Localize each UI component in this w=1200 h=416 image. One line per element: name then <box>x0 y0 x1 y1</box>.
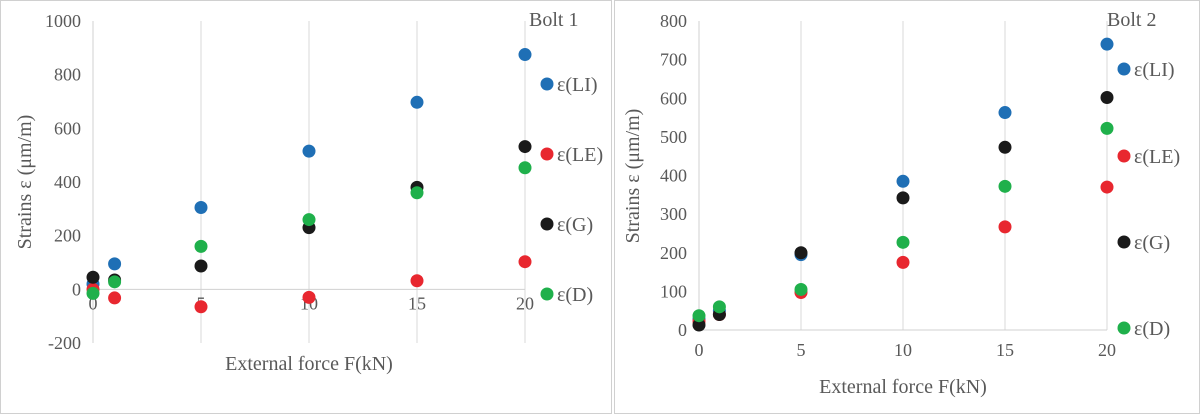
legend-marker <box>1117 62 1131 76</box>
y-tick-label: 400 <box>660 166 687 186</box>
data-point-bolt-2-series-4 <box>1100 121 1114 135</box>
data-point-bolt-2-series-2 <box>896 255 910 269</box>
data-point-bolt-2-series-4 <box>692 309 706 323</box>
data-point-bolt-1-series-1 <box>410 95 424 109</box>
data-point-bolt-2-series-4 <box>998 179 1012 193</box>
y-tick-label: 700 <box>660 50 687 70</box>
chart-bolt-2: 0 100 200 300 400 500 600 700 800 0 5 10 15 20 Bolt 2 S… <box>622 9 1180 398</box>
y-axis-title: Strains ε (μm/m) <box>14 115 36 250</box>
y-tick-label: 1000 <box>45 11 81 31</box>
y-tick-label: 800 <box>54 65 81 85</box>
chart-bolt-1: -2000200400600800100005101520Bolt 1Strai… <box>14 9 603 375</box>
x-tick-label: 20 <box>516 293 534 313</box>
x-tick-label: 0 <box>695 340 704 360</box>
data-point-bolt-2-series-1 <box>1100 37 1114 51</box>
data-point-bolt-1-series-4 <box>86 286 100 300</box>
data-point-bolt-2-series-3 <box>1100 90 1114 104</box>
legend-label: ε(D) <box>1134 318 1170 340</box>
data-point-bolt-1-series-1 <box>518 48 532 62</box>
x-tick-label: 15 <box>996 340 1014 360</box>
data-point-bolt-2-series-4 <box>712 300 726 314</box>
data-point-bolt-1-series-4 <box>410 186 424 200</box>
data-point-bolt-1-series-1 <box>302 144 316 158</box>
data-point-bolt-1-series-4 <box>302 213 316 227</box>
data-point-bolt-1-series-3 <box>86 270 100 284</box>
legend-marker <box>1117 235 1131 249</box>
data-point-bolt-1-series-3 <box>194 259 208 273</box>
y-axis-title: Strains ε (μm/m) <box>622 109 644 244</box>
data-point-bolt-1-series-3 <box>518 140 532 154</box>
data-point-bolt-2-series-2 <box>1100 180 1114 194</box>
y-tick-label: 500 <box>660 127 687 147</box>
data-point-bolt-1-series-4 <box>108 275 122 289</box>
legend-label: ε(LI) <box>557 74 598 96</box>
data-point-bolt-2-series-4 <box>896 235 910 249</box>
data-point-bolt-1-series-4 <box>518 161 532 175</box>
x-axis-title: External force F(kN) <box>225 353 393 375</box>
x-tick-label: 0 <box>89 293 98 313</box>
y-tick-label: 0 <box>72 279 81 299</box>
legend-label: ε(G) <box>1134 232 1170 254</box>
data-point-bolt-1-series-2 <box>194 300 208 314</box>
legend-marker <box>540 217 554 231</box>
legend-marker <box>1117 149 1131 163</box>
y-tick-label: 400 <box>54 172 81 192</box>
legend-marker <box>1117 321 1131 335</box>
legend-label: ε(LE) <box>1134 146 1180 168</box>
data-point-bolt-2-series-3 <box>896 191 910 205</box>
legend-label: ε(D) <box>557 284 593 306</box>
data-point-bolt-2-series-3 <box>794 246 808 260</box>
data-point-bolt-1-series-1 <box>194 200 208 214</box>
data-point-bolt-1-series-2 <box>302 290 316 304</box>
chart-panel-bolt-1: -2000200400600800100005101520Bolt 1Strai… <box>0 0 612 414</box>
data-point-bolt-2-series-2 <box>998 220 1012 234</box>
y-tick-label: 600 <box>660 88 687 108</box>
y-tick-label: 200 <box>54 226 81 246</box>
data-point-bolt-2-series-1 <box>998 106 1012 120</box>
legend-marker <box>540 77 554 91</box>
x-tick-label: 15 <box>408 293 426 313</box>
y-tick-label: 800 <box>660 11 687 31</box>
legend-marker <box>540 287 554 301</box>
y-tick-label: 300 <box>660 204 687 224</box>
y-tick-label: 600 <box>54 118 81 138</box>
legend-label: ε(LI) <box>1134 59 1175 81</box>
x-tick-label: 20 <box>1098 340 1116 360</box>
data-point-bolt-1-series-2 <box>108 291 122 305</box>
chart-panel-bolt-2: 0 100 200 300 400 500 600 700 800 0 5 10 15 20 Bolt 2 S… <box>614 0 1200 414</box>
data-point-bolt-2-series-4 <box>794 282 808 296</box>
data-point-bolt-1-series-2 <box>410 274 424 288</box>
data-point-bolt-1-series-2 <box>518 255 532 269</box>
legend-label: ε(G) <box>557 214 593 236</box>
legend-label: ε(LE) <box>557 144 603 166</box>
chart-title: Bolt 2 <box>1107 9 1156 31</box>
y-tick-label: -200 <box>48 333 81 353</box>
data-point-bolt-1-series-1 <box>108 257 122 271</box>
chart-title: Bolt 1 <box>529 9 578 31</box>
y-tick-label: 100 <box>660 281 687 301</box>
x-tick-label: 10 <box>894 340 912 360</box>
legend-marker <box>540 147 554 161</box>
x-axis-title: External force F(kN) <box>819 376 987 398</box>
data-point-bolt-2-series-3 <box>692 318 706 332</box>
y-tick-label: 0 <box>678 320 687 340</box>
data-point-bolt-2-series-1 <box>896 174 910 188</box>
y-tick-label: 200 <box>660 243 687 263</box>
x-tick-label: 5 <box>797 340 806 360</box>
data-point-bolt-1-series-4 <box>194 239 208 253</box>
data-point-bolt-2-series-3 <box>998 140 1012 154</box>
